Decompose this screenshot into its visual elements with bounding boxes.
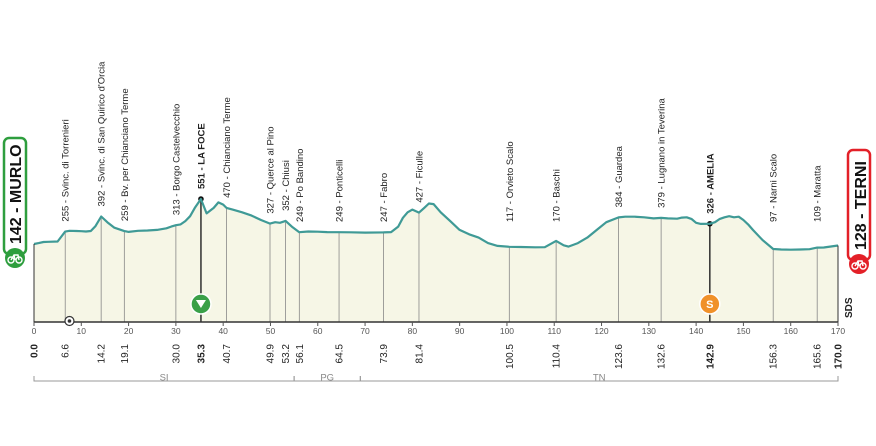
region-bracket <box>359 376 839 382</box>
km-label: 123.6 <box>614 344 625 369</box>
place-label: 551 - LA FOCE <box>196 123 207 189</box>
x-axis-ticks: 0 10 20 30 40 50 60 70 80 90 100 110 120 130 140 150 160… <box>32 322 845 336</box>
profile-line <box>33 197 839 251</box>
km-label: 170.0 <box>834 344 845 369</box>
place-label: 259 - Bv. per Chianciano Terme <box>120 88 131 221</box>
place-label: 97 - Narni Scalo <box>769 154 780 222</box>
x-tick-label: 170 <box>831 326 845 336</box>
km-label: 100.5 <box>505 344 516 369</box>
place-label: 249 - Po Bandino <box>295 149 306 222</box>
x-tick-label: 20 <box>124 326 134 336</box>
km-labels: 0.0 6.6 14.2 19.1 30.0 35.3 40.7 49.9 53.2 56.1 64… <box>30 344 845 369</box>
place-label: 247 - Fabro <box>379 173 390 222</box>
x-tick-label: 0 <box>32 326 37 336</box>
km-label: 132.6 <box>657 344 668 369</box>
start-panel: 142 - MURLO <box>2 136 28 268</box>
km-label: 6.6 <box>61 344 72 358</box>
place-labels: 255 - Svinc. di Torrenieri 392 - Svinc. d… <box>61 61 824 222</box>
place-label: 117 - Orvieto Scalo <box>505 141 516 222</box>
km-label: 142.9 <box>705 344 716 369</box>
x-tick-label: 70 <box>360 326 370 336</box>
place-label: 249 - Ponticelli <box>335 160 346 222</box>
place-label: 392 - Svinc. di San Quirico d'Orcia <box>97 61 108 207</box>
km-label: 165.6 <box>813 344 824 369</box>
km-label: 73.9 <box>379 344 390 364</box>
sprint-marker <box>699 293 721 315</box>
x-tick-label: 140 <box>689 326 703 336</box>
x-tick-label: 60 <box>313 326 323 336</box>
sprint-label: S <box>706 299 713 311</box>
start-label: 142 - MURLO <box>8 144 25 244</box>
place-label: 313 - Borgo Castelvecchio <box>171 104 182 215</box>
place-label: 170 - Baschi <box>552 169 563 222</box>
x-tick-label: 50 <box>266 326 276 336</box>
place-label: 379 - Lugnano in Teverina <box>657 98 668 208</box>
place-label: 327 - Querce al Pino <box>265 126 276 213</box>
x-tick-label: 10 <box>77 326 87 336</box>
region-label: TN <box>593 373 606 384</box>
region-label: SI <box>160 373 169 384</box>
finish-panel: 128 - TERNI <box>846 148 872 274</box>
x-tick-label: 110 <box>547 326 561 336</box>
place-label: 109 - Maratta <box>813 165 824 222</box>
x-tick-label: 150 <box>736 326 750 336</box>
kom-triangle-icon <box>195 300 206 308</box>
x-tick-label: 80 <box>408 326 418 336</box>
km-label: 81.4 <box>414 344 425 364</box>
region-label: PG <box>320 373 334 384</box>
place-label: 255 - Svinc. di Torrenieri <box>61 119 72 221</box>
place-label: 384 - Guardea <box>614 145 625 207</box>
x-tick-label: 40 <box>218 326 228 336</box>
km-label: 0.0 <box>30 344 41 358</box>
profile-area <box>34 199 838 322</box>
x-tick-label: 90 <box>455 326 465 336</box>
place-label: 470 - Chianciano Terme <box>222 97 233 198</box>
place-label: 326 - AMELIA <box>705 153 716 214</box>
x-tick-label: 160 <box>784 326 798 336</box>
place-label: 427 - Ficulle <box>414 151 425 203</box>
km-label: 35.3 <box>196 344 207 364</box>
region-bands: SI PG TN <box>33 373 839 384</box>
km-label: 156.3 <box>769 344 780 369</box>
finish-label: 128 - TERNI <box>853 161 870 250</box>
km-label: 64.5 <box>335 344 346 364</box>
km-label: 56.1 <box>295 344 306 364</box>
km-label: 40.7 <box>222 344 233 364</box>
km-label: 30.0 <box>171 344 182 364</box>
markers: S <box>64 293 721 327</box>
km-label: 49.9 <box>265 344 276 364</box>
feed-zone-dot <box>67 319 72 323</box>
sponsor-mark: SDS <box>844 297 855 318</box>
km-label: 14.2 <box>97 344 108 364</box>
x-tick-label: 130 <box>642 326 656 336</box>
km-label: 19.1 <box>120 344 131 364</box>
km-label: 53.2 <box>281 344 292 364</box>
place-label: 352 - Chiusi <box>281 160 292 211</box>
km-label: 110.4 <box>552 344 563 369</box>
x-tick-label: 120 <box>594 326 608 336</box>
x-tick-label: 30 <box>171 326 181 336</box>
x-tick-label: 100 <box>500 326 514 336</box>
